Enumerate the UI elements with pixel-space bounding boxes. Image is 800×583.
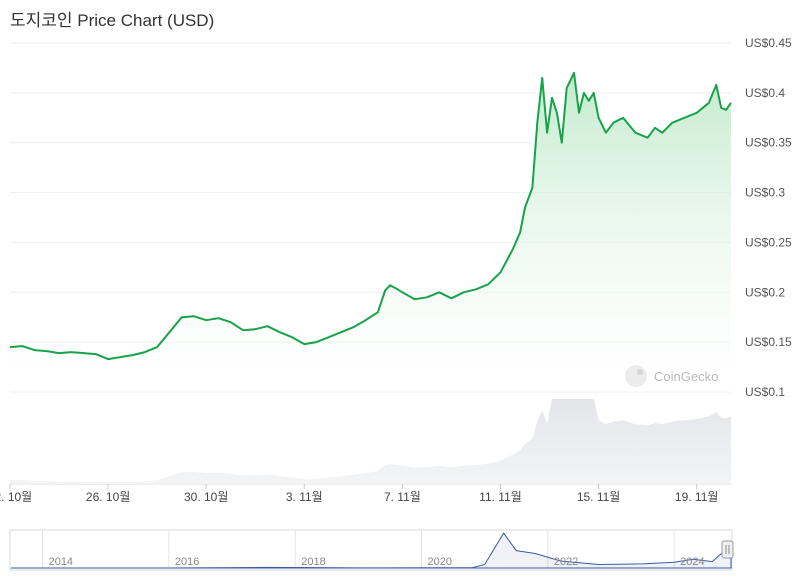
coingecko-watermark: CoinGecko (625, 365, 718, 387)
volume-area (10, 399, 731, 484)
y-axis-labels: US$0.45 US$0.4 US$0.35 US$0.3 US$0.25 US$0.2 U… (745, 36, 792, 399)
x-tick-label: 3. 11월 (286, 490, 323, 504)
navigator-grid (42, 531, 675, 569)
navigator-tick-label: 2014 (49, 556, 73, 568)
x-tick-label: 7. 11월 (384, 490, 421, 504)
navigator-tick-label: 2016 (175, 556, 199, 568)
x-tick-label: 22. 10월 (0, 490, 32, 504)
price-line (9, 71, 732, 361)
x-axis-labels: 22. 10월 26. 10월 30. 10월 3. 11월 7. 11월 11. 11월… (0, 484, 718, 504)
x-tick-label: 30. 10월 (184, 490, 228, 504)
y-tick-label: US$0.2 (745, 285, 785, 299)
y-tick-label: US$0.25 (745, 235, 792, 249)
navigator-labels: 2014 2016 2018 2020 2022 2024 (49, 556, 705, 568)
y-tick-label: US$0.35 (745, 136, 792, 150)
y-tick-label: US$0.15 (745, 335, 792, 349)
y-tick-label: US$0.1 (745, 385, 785, 399)
x-tick-label: 11. 11월 (479, 490, 522, 504)
y-tick-label: US$0.4 (745, 86, 785, 100)
y-tick-label: US$0.3 (745, 186, 785, 200)
navigator-handle[interactable] (721, 540, 734, 559)
navigator-tick-label: 2018 (301, 556, 325, 568)
gecko-eye-icon (637, 369, 643, 375)
navigator-tick-label: 2024 (680, 556, 704, 568)
navigator-line (11, 532, 732, 569)
price-area (10, 72, 731, 393)
y-tick-label: US$0.45 (745, 36, 792, 50)
x-tick-label: 19. 11월 (675, 490, 719, 504)
watermark-text: CoinGecko (654, 369, 718, 384)
x-tick-label: 26. 10월 (86, 490, 130, 504)
navigator[interactable]: 2014 2016 2018 2020 2022 2024 (9, 529, 734, 571)
navigator-tick-label: 2022 (554, 556, 578, 568)
gecko-logo-icon (625, 365, 647, 387)
chart-title: 도지코인 Price Chart (USD) (10, 11, 215, 30)
navigator-tick-label: 2020 (428, 556, 452, 568)
x-tick-label: 15. 11월 (577, 490, 621, 504)
navigator-frame (9, 529, 733, 571)
